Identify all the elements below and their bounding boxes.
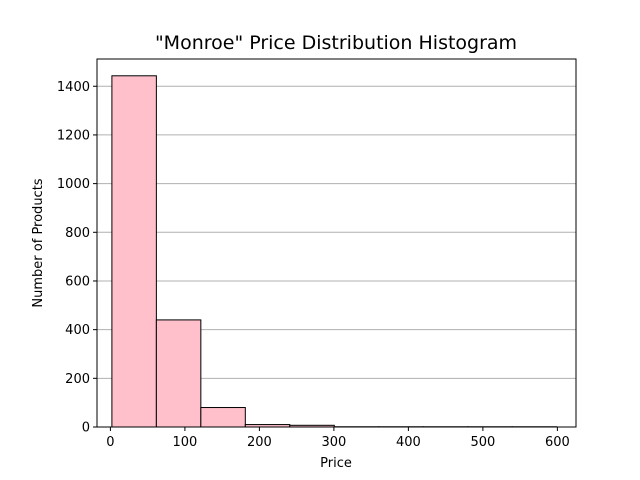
x-tick-label: 0 bbox=[106, 435, 114, 450]
x-tick-label: 500 bbox=[470, 435, 495, 450]
y-tick-label: 600 bbox=[65, 274, 90, 289]
y-tick-label: 200 bbox=[65, 372, 90, 387]
x-tick-label: 100 bbox=[172, 435, 197, 450]
y-tick-label: 400 bbox=[65, 323, 90, 338]
y-tick-label: 1400 bbox=[57, 80, 90, 95]
x-tick-label: 600 bbox=[545, 435, 570, 450]
histogram-bar bbox=[200, 407, 246, 428]
plot-frame bbox=[96, 58, 577, 428]
histogram-bar bbox=[111, 75, 157, 428]
histogram-bars bbox=[111, 75, 558, 428]
x-tick-label: 200 bbox=[247, 435, 272, 450]
y-axis-ticks: 0 200 400 600 800 1000 1200 1400 bbox=[57, 80, 97, 436]
y-tick-label: 1000 bbox=[57, 177, 90, 192]
x-tick-label: 400 bbox=[396, 435, 421, 450]
chart-title: "Monroe" Price Distribution Histogram bbox=[155, 32, 517, 54]
y-tick-label: 1200 bbox=[57, 128, 90, 143]
x-axis-ticks: 0 100 200 300 400 500 600 bbox=[106, 427, 570, 450]
x-tick-label: 300 bbox=[321, 435, 346, 450]
y-axis-label: Number of Products bbox=[31, 178, 46, 307]
histogram-bar bbox=[155, 319, 202, 428]
y-tick-label: 0 bbox=[82, 421, 90, 436]
x-axis-label: Price bbox=[320, 456, 352, 471]
y-tick-label: 800 bbox=[65, 226, 90, 241]
